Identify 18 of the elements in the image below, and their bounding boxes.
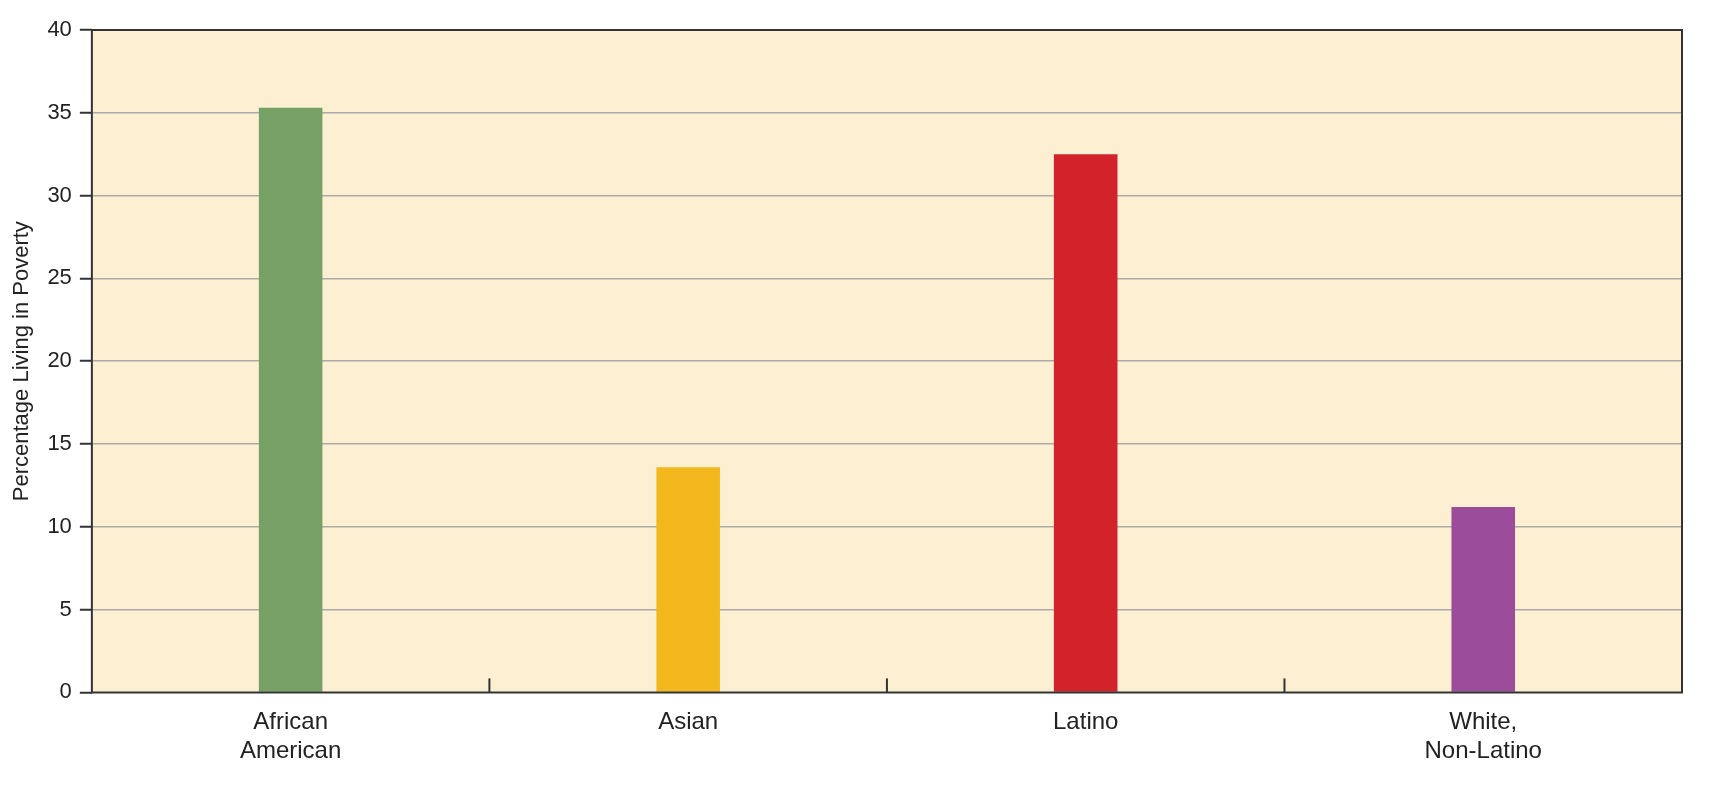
x-tick-label: Latino	[1053, 707, 1119, 735]
y-tick-label: 0	[59, 678, 72, 704]
y-tick-label: 10	[47, 512, 72, 538]
x-tick-label: African American	[239, 707, 342, 764]
x-tick-label: White, Non-Latino	[1424, 707, 1542, 764]
y-axis-title: Percentage Living in Poverty	[8, 221, 34, 502]
bar	[258, 107, 323, 692]
x-tick-label: Asian	[658, 707, 719, 735]
y-tick-label: 15	[47, 430, 72, 456]
y-tick-label: 40	[47, 16, 72, 42]
y-tick-label: 5	[59, 595, 72, 621]
y-tick-label: 20	[47, 347, 72, 373]
bar	[1053, 154, 1118, 692]
y-tick-label: 35	[47, 98, 72, 124]
y-tick-label: 30	[47, 181, 72, 207]
bar	[656, 467, 720, 692]
y-tick-label: 25	[47, 264, 72, 290]
bar	[1451, 506, 1516, 692]
